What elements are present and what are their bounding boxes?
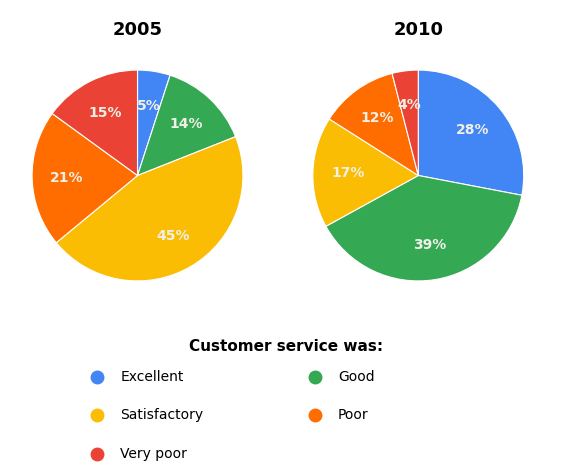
Wedge shape <box>52 70 138 176</box>
Text: 21%: 21% <box>50 171 84 185</box>
Text: 5%: 5% <box>137 99 160 113</box>
Wedge shape <box>138 70 170 176</box>
Wedge shape <box>326 176 522 281</box>
Wedge shape <box>32 114 138 243</box>
Text: 39%: 39% <box>413 238 446 252</box>
Text: 17%: 17% <box>331 166 364 180</box>
Wedge shape <box>313 119 418 227</box>
Text: Excellent: Excellent <box>120 370 184 384</box>
Wedge shape <box>392 70 418 176</box>
Text: 12%: 12% <box>360 111 394 125</box>
Text: Satisfactory: Satisfactory <box>120 408 203 422</box>
Wedge shape <box>138 75 236 176</box>
Text: Poor: Poor <box>338 408 368 422</box>
Wedge shape <box>418 70 524 195</box>
Text: 15%: 15% <box>89 106 122 119</box>
Wedge shape <box>329 73 418 176</box>
Text: 14%: 14% <box>169 117 203 131</box>
Text: Very poor: Very poor <box>120 447 187 461</box>
Text: Customer service was:: Customer service was: <box>190 339 383 354</box>
Text: 45%: 45% <box>157 229 190 243</box>
Wedge shape <box>56 137 243 281</box>
Title: 2010: 2010 <box>393 22 444 39</box>
Text: 4%: 4% <box>398 98 421 112</box>
Text: Good: Good <box>338 370 375 384</box>
Text: 28%: 28% <box>456 124 489 138</box>
Title: 2005: 2005 <box>112 22 163 39</box>
